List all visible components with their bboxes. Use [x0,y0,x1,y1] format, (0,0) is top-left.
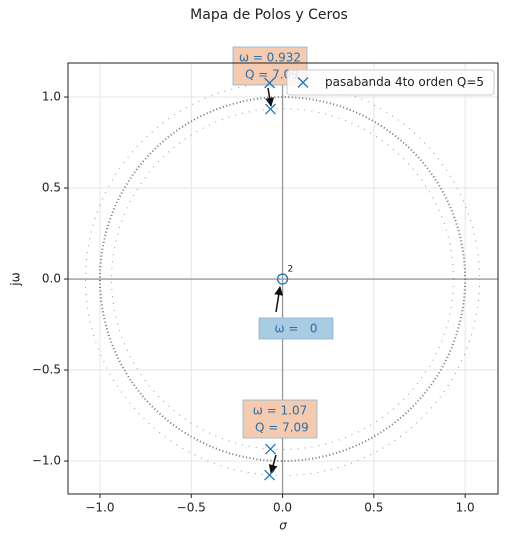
annotation-text: ω = 0 [275,322,318,336]
x-axis-label: σ [279,519,287,533]
annotation-box [242,399,318,439]
pole-circle [84,82,481,476]
annotation-arrow [274,286,284,313]
legend-label: pasabanda 4to orden Q=5 [325,75,484,89]
annotation-text: ω = 0.932 [239,51,301,65]
y-tick-label: 1.0 [42,90,61,104]
x-tick-label: 1.0 [456,501,475,515]
legend-marker [297,77,309,88]
pole-marker [265,103,276,115]
chart-title: Mapa de Polos y Ceros [190,7,348,23]
annotation-text: ω = 1.07 [253,404,307,418]
y-tick-label: −1.0 [32,454,61,468]
zero-marker [276,273,289,285]
pole-marker [264,77,276,89]
x-tick-label: −1.0 [85,501,114,515]
annotation-arrow [268,454,278,474]
pole-marker [265,443,276,455]
unit-circle [98,96,467,463]
legend-box [286,69,495,96]
x-tick-label: 0.5 [364,501,383,515]
y-tick-label: −0.5 [32,363,61,377]
pole-marker [264,469,276,481]
zero-multiplicity: 2 [288,265,294,275]
pole-circle [111,108,455,450]
annotation-text: Q = 7.09 [241,68,299,82]
x-tick-label: −0.5 [177,501,206,515]
y-tick-label: 0.5 [42,181,61,195]
annotation-box [258,317,334,340]
annotation-text: Q = 7.09 [251,421,309,435]
y-axis-label: jω [9,272,23,286]
annotation-arrow [265,87,275,107]
y-tick-label: 0.0 [42,272,61,286]
x-tick-label: 0.0 [273,501,292,515]
plot-frame [67,62,499,495]
